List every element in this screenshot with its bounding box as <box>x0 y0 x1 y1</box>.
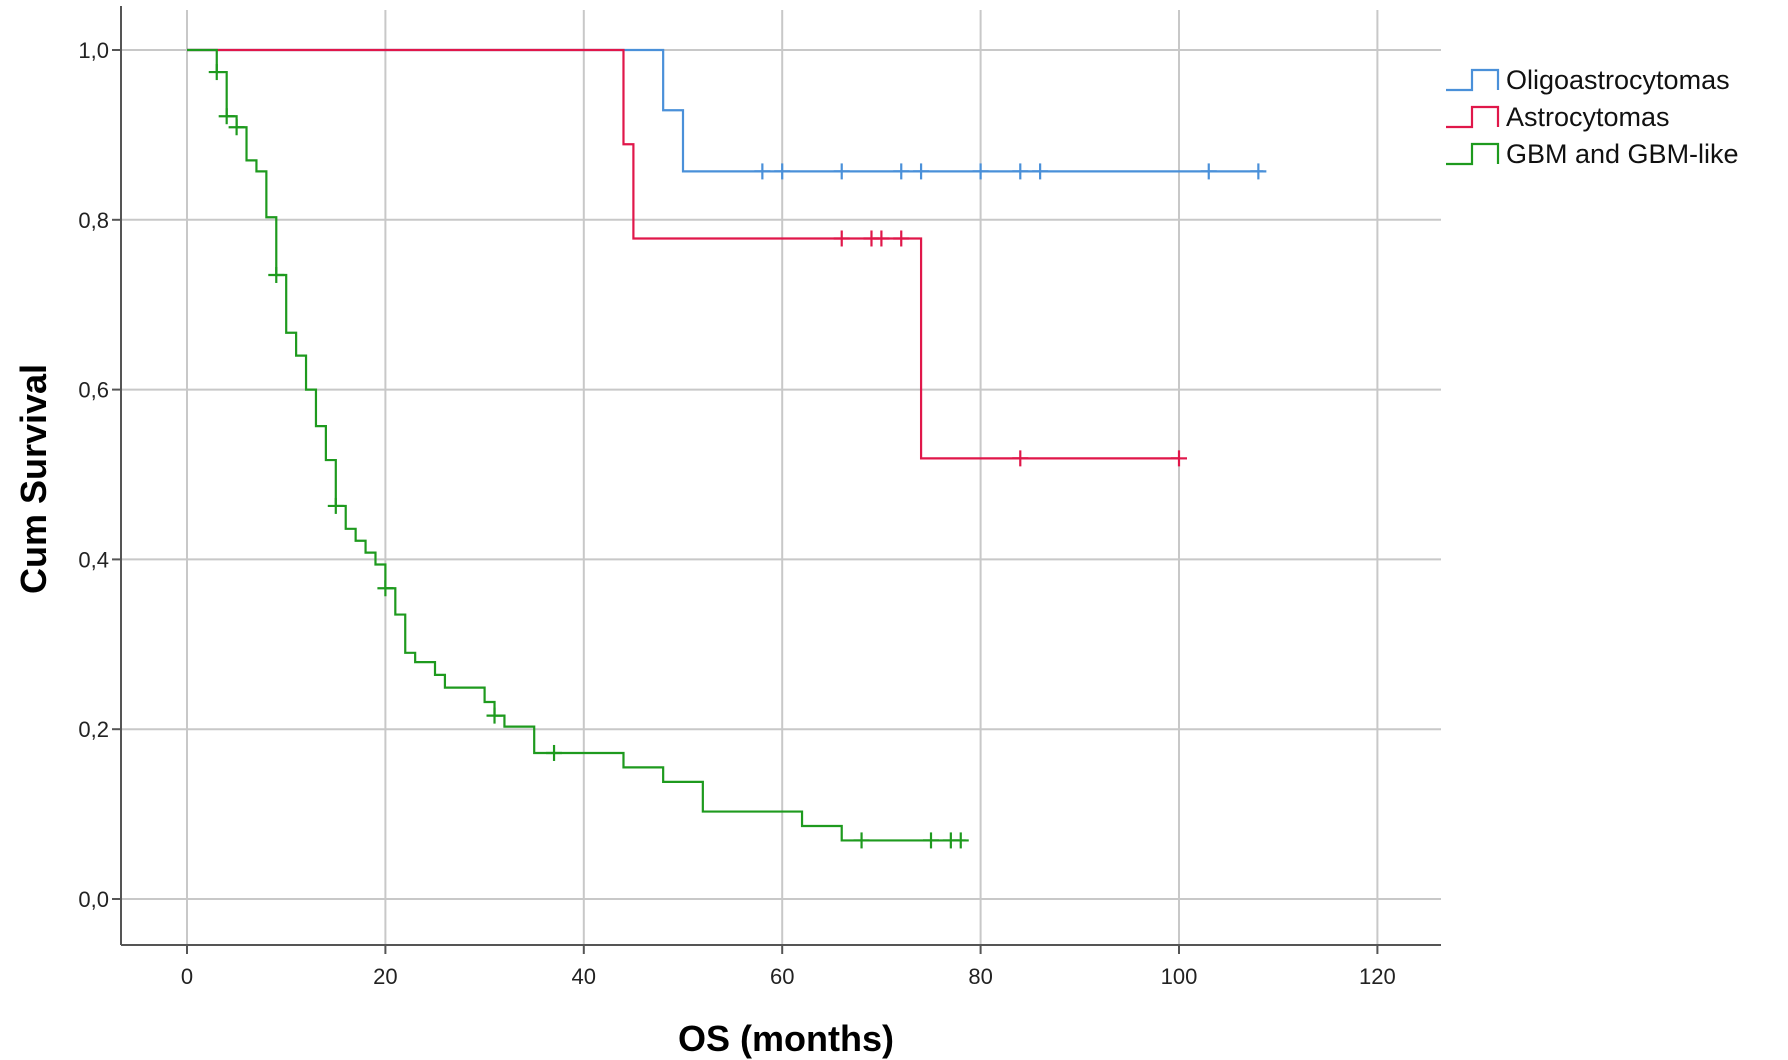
legend-label: GBM and GBM-like <box>1506 139 1739 169</box>
legend: Oligoastrocytomas Astrocytomas GBM and GBM… <box>1446 65 1739 169</box>
series-line <box>187 48 966 842</box>
y-tick-label: 0,4 <box>78 547 109 572</box>
x-axis-label: OS (months) <box>678 1018 894 1059</box>
y-axis-label: Cum Survival <box>13 363 54 595</box>
legend-label: Astrocytomas <box>1506 102 1670 132</box>
legend-item: Astrocytomas <box>1446 102 1670 132</box>
x-tick-label: 0 <box>181 964 193 989</box>
series-layer <box>187 48 1267 849</box>
x-tick-label: 20 <box>373 964 397 989</box>
y-tick-label: 0,0 <box>78 887 109 912</box>
legend-label: Oligoastrocytomas <box>1506 65 1730 95</box>
y-tick-label: 1,0 <box>78 38 109 63</box>
x-tick-label: 80 <box>968 964 992 989</box>
legend-item: Oligoastrocytomas <box>1446 65 1730 95</box>
legend-swatch <box>1446 68 1500 92</box>
legend-swatch <box>1446 105 1500 129</box>
x-tick-label: 100 <box>1161 964 1198 989</box>
x-tick-label: 60 <box>770 964 794 989</box>
y-tick-label: 0,2 <box>78 717 109 742</box>
series-line <box>187 48 1179 460</box>
y-tick-label: 0,6 <box>78 378 109 403</box>
series-2 <box>187 48 969 849</box>
y-tick-label: 0,8 <box>78 208 109 233</box>
series-0 <box>187 48 1267 180</box>
grid-lines <box>121 10 1441 945</box>
x-tick-label: 40 <box>572 964 596 989</box>
axes <box>112 6 1441 954</box>
legend-swatch <box>1446 142 1500 166</box>
series-1 <box>187 48 1187 467</box>
series-line <box>187 48 1264 173</box>
x-tick-label: 120 <box>1359 964 1396 989</box>
tick-labels: 0 20 40 60 80 100 120 0,0 0,2 0,4 0,6 0,8 1,0 <box>78 38 1395 989</box>
legend-item: GBM and GBM-like <box>1446 139 1739 169</box>
